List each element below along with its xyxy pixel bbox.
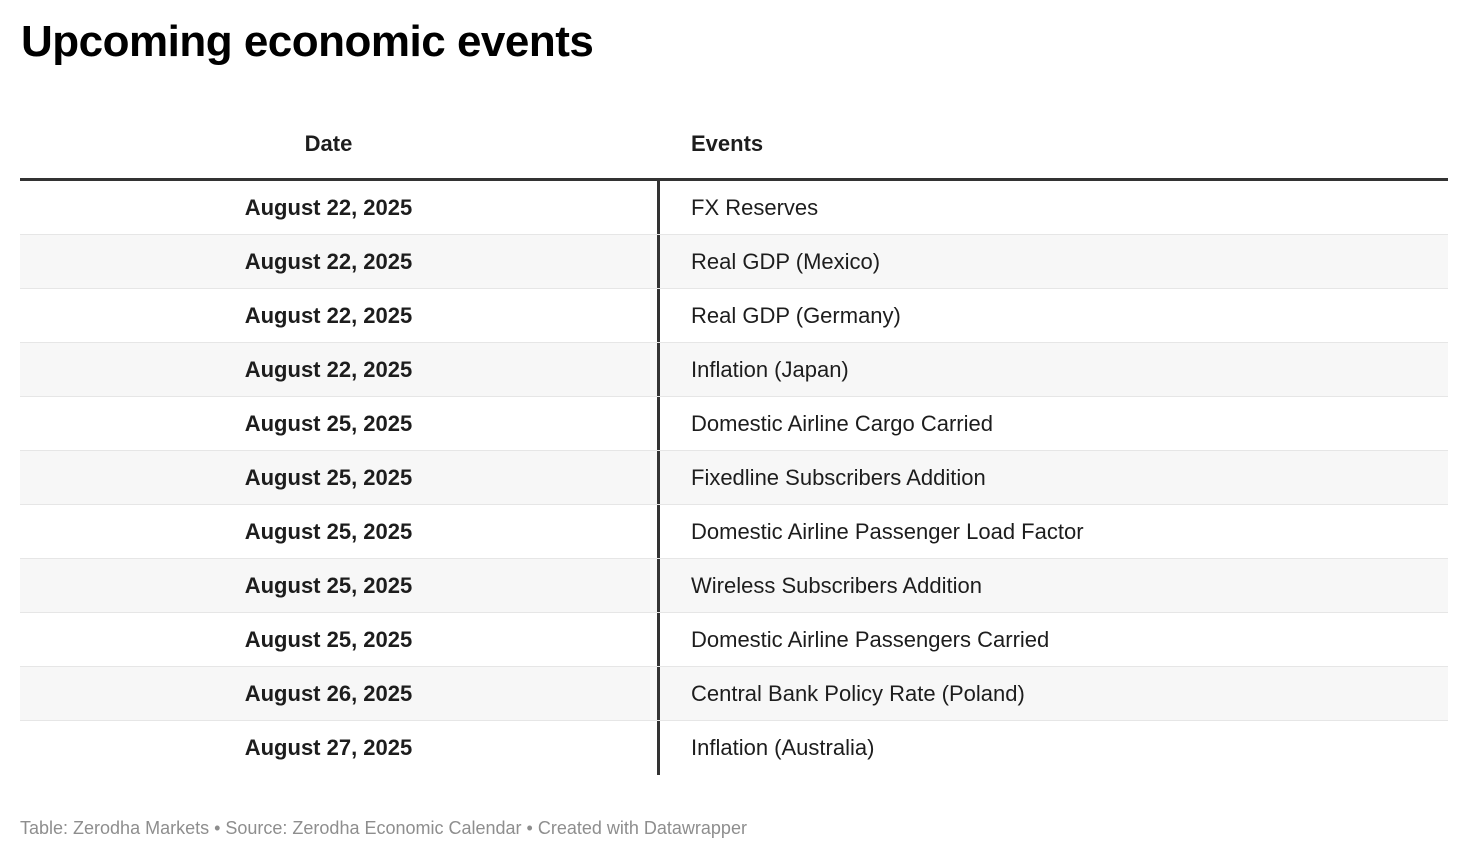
- date-cell: August 25, 2025: [244, 626, 413, 652]
- table-row: August 25, 2025 Fixedline Subscribers Ad…: [20, 451, 1448, 505]
- datawrapper-table-page: Upcoming economic events Date Events Aug…: [0, 17, 1468, 839]
- event-cell: Central Bank Policy Rate (Poland): [657, 667, 1448, 720]
- table-row: August 22, 2025 Inflation (Japan): [20, 343, 1448, 397]
- event-cell: Real GDP (Mexico): [657, 235, 1448, 288]
- date-cell: August 22, 2025: [244, 194, 413, 220]
- table-body: August 22, 2025 FX Reserves August 22, 2…: [20, 181, 1448, 775]
- events-table: Date Events August 22, 2025 FX Reserves …: [20, 131, 1448, 775]
- date-cell: August 25, 2025: [244, 572, 413, 598]
- event-cell: FX Reserves: [657, 181, 1448, 234]
- date-cell: August 22, 2025: [244, 302, 413, 328]
- date-cell: August 25, 2025: [244, 410, 413, 436]
- table-row: August 25, 2025 Domestic Airline Passeng…: [20, 505, 1448, 559]
- date-cell: August 22, 2025: [244, 248, 413, 274]
- event-cell: Real GDP (Germany): [657, 289, 1448, 342]
- event-cell: Fixedline Subscribers Addition: [657, 451, 1448, 504]
- page-title: Upcoming economic events: [21, 17, 594, 66]
- event-cell: Domestic Airline Cargo Carried: [657, 397, 1448, 450]
- date-cell: August 25, 2025: [244, 518, 413, 544]
- table-footer-attribution: Table: Zerodha Markets • Source: Zerodha…: [20, 818, 747, 838]
- column-header-date: Date: [304, 131, 353, 156]
- date-cell: August 26, 2025: [244, 680, 413, 706]
- table-row: August 22, 2025 Real GDP (Mexico): [20, 235, 1448, 289]
- column-header-events: Events: [691, 131, 764, 156]
- event-cell: Domestic Airline Passenger Load Factor: [657, 505, 1448, 558]
- date-cell: August 25, 2025: [244, 464, 413, 490]
- date-cell: August 27, 2025: [244, 735, 413, 760]
- event-cell: Inflation (Japan): [657, 343, 1448, 396]
- event-cell: Domestic Airline Passengers Carried: [657, 613, 1448, 666]
- table-row: August 22, 2025 Real GDP (Germany): [20, 289, 1448, 343]
- table-header-row: Date Events: [20, 131, 1448, 181]
- table-row: August 25, 2025 Domestic Airline Passeng…: [20, 613, 1448, 667]
- table-row: August 25, 2025 Wireless Subscribers Add…: [20, 559, 1448, 613]
- table-row: August 25, 2025 Domestic Airline Cargo C…: [20, 397, 1448, 451]
- date-cell: August 22, 2025: [244, 356, 413, 382]
- event-cell: Inflation (Australia): [657, 721, 1448, 775]
- table-row: August 27, 2025 Inflation (Australia): [20, 721, 1448, 775]
- table-row: August 22, 2025 FX Reserves: [20, 181, 1448, 235]
- event-cell: Wireless Subscribers Addition: [657, 559, 1448, 612]
- table-row: August 26, 2025 Central Bank Policy Rate…: [20, 667, 1448, 721]
